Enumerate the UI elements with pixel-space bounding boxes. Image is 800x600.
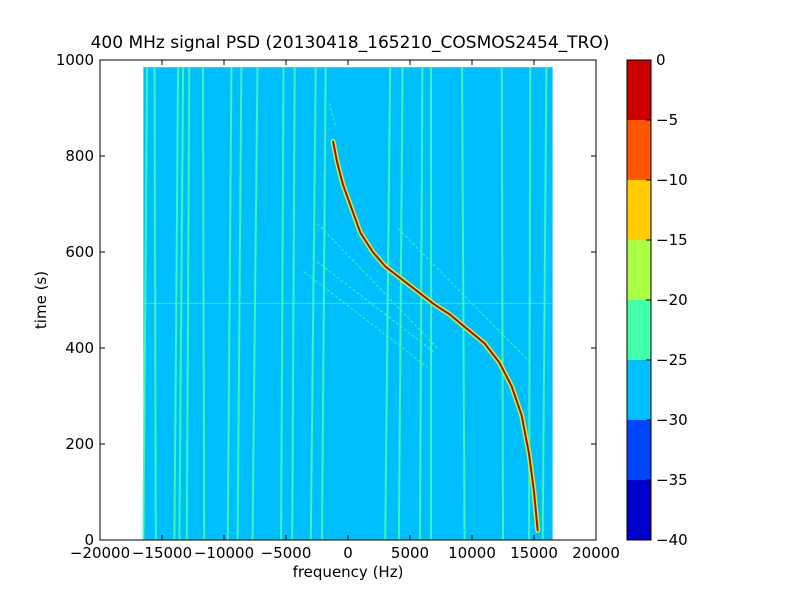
x-tick-label: 15000 xyxy=(510,544,558,562)
y-tick-label: 200 xyxy=(65,435,94,453)
colorbar-tick-label: −40 xyxy=(656,531,688,549)
colorbar-band xyxy=(627,180,651,240)
colorbar-band xyxy=(627,480,651,540)
plot-area: −20000 −15000 −10000 −5000 0 5000 10000 15000 20… xyxy=(56,51,620,562)
heatmap-diagonal-trace xyxy=(316,222,438,349)
x-tick-label: 5000 xyxy=(391,544,429,562)
colorbar-band xyxy=(627,300,651,360)
colorbar-tick-label: −30 xyxy=(656,411,688,429)
heatmap-diagonal-trace xyxy=(303,270,428,368)
x-tick-label: 10000 xyxy=(448,544,496,562)
x-tick-label: 20000 xyxy=(572,544,620,562)
colorbar-tick-label: −15 xyxy=(656,231,688,249)
y-axis-ticks: 0 200 400 600 800 1000 xyxy=(56,51,596,549)
y-tick-label: 600 xyxy=(65,243,94,261)
x-tick-label: −10000 xyxy=(194,544,254,562)
y-tick-label: 0 xyxy=(84,531,94,549)
x-tick-label: −20000 xyxy=(70,544,130,562)
heatmap-diagonal-trace xyxy=(328,103,337,128)
colorbar: 0 −5 −10 −15 −20 −25 −30 −35 −40 xyxy=(626,51,688,549)
y-axis-label: time (s) xyxy=(32,271,50,329)
colorbar-tick-label: −10 xyxy=(656,171,688,189)
colorbar-band xyxy=(627,360,651,420)
y-tick-label: 400 xyxy=(65,339,94,357)
colorbar-band xyxy=(627,420,651,480)
x-tick-label: −5000 xyxy=(261,544,312,562)
x-axis-ticks: −20000 −15000 −10000 −5000 0 5000 10000 15000 20… xyxy=(70,60,620,562)
x-tick-label: 0 xyxy=(343,544,353,562)
colorbar-tick-label: 0 xyxy=(656,51,666,69)
doppler-curve xyxy=(332,140,539,532)
colorbar-band xyxy=(627,240,651,300)
x-tick-label: −15000 xyxy=(132,544,192,562)
colorbar-band xyxy=(627,120,651,180)
x-axis-label: frequency (Hz) xyxy=(293,563,404,581)
colorbar-tick-label: −20 xyxy=(656,291,688,309)
colorbar-tick-label: −25 xyxy=(656,351,688,369)
y-tick-label: 800 xyxy=(65,147,94,165)
heatmap-diagonal-trace xyxy=(397,227,531,363)
colorbar-tick-label: −35 xyxy=(656,471,688,489)
colorbar-tick-label: −5 xyxy=(656,111,678,129)
chart-title: 400 MHz signal PSD (20130418_165210_COSM… xyxy=(91,33,610,53)
y-tick-label: 1000 xyxy=(56,51,94,69)
colorbar-band xyxy=(627,60,651,120)
psd-heatmap xyxy=(142,67,553,540)
